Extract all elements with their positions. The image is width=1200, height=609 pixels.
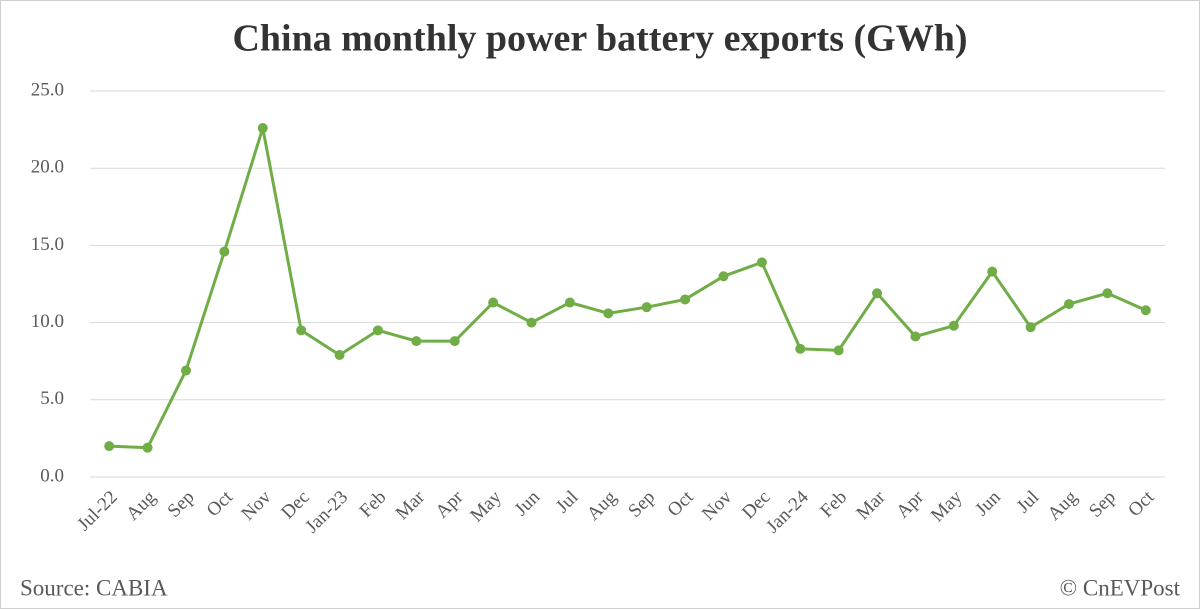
point [219,246,230,257]
chart-title: China monthly power battery exports (GWh… [232,18,967,60]
point [680,294,691,305]
point [1140,305,1151,316]
credit: © CnEVPost [1060,575,1181,600]
point [948,320,959,331]
y-tick-label: 25.0 [31,79,64,100]
y-tick-label: 10.0 [31,311,64,332]
y-tick-label: 15.0 [31,234,64,255]
point [411,336,422,347]
point [104,441,115,452]
point [1064,299,1075,310]
point [756,257,767,268]
y-tick-label: 5.0 [40,388,64,409]
point [564,297,575,308]
point [795,343,806,354]
point [872,288,883,299]
point [603,308,614,319]
point [526,317,537,328]
point [180,365,191,376]
point [449,336,460,347]
line [109,127,1147,450]
point [372,325,383,336]
point [718,271,729,282]
point [1025,322,1036,333]
y-tick-label: 0.0 [40,465,64,486]
point [987,266,998,277]
source: Source: CABIA [20,575,168,600]
y-tick-label: 20.0 [31,157,64,178]
point [641,302,652,313]
point [296,325,307,336]
point [334,350,345,361]
point [910,331,921,342]
point [833,345,844,356]
point [1102,288,1113,299]
point [142,442,153,453]
point [488,297,499,308]
point [257,123,268,134]
